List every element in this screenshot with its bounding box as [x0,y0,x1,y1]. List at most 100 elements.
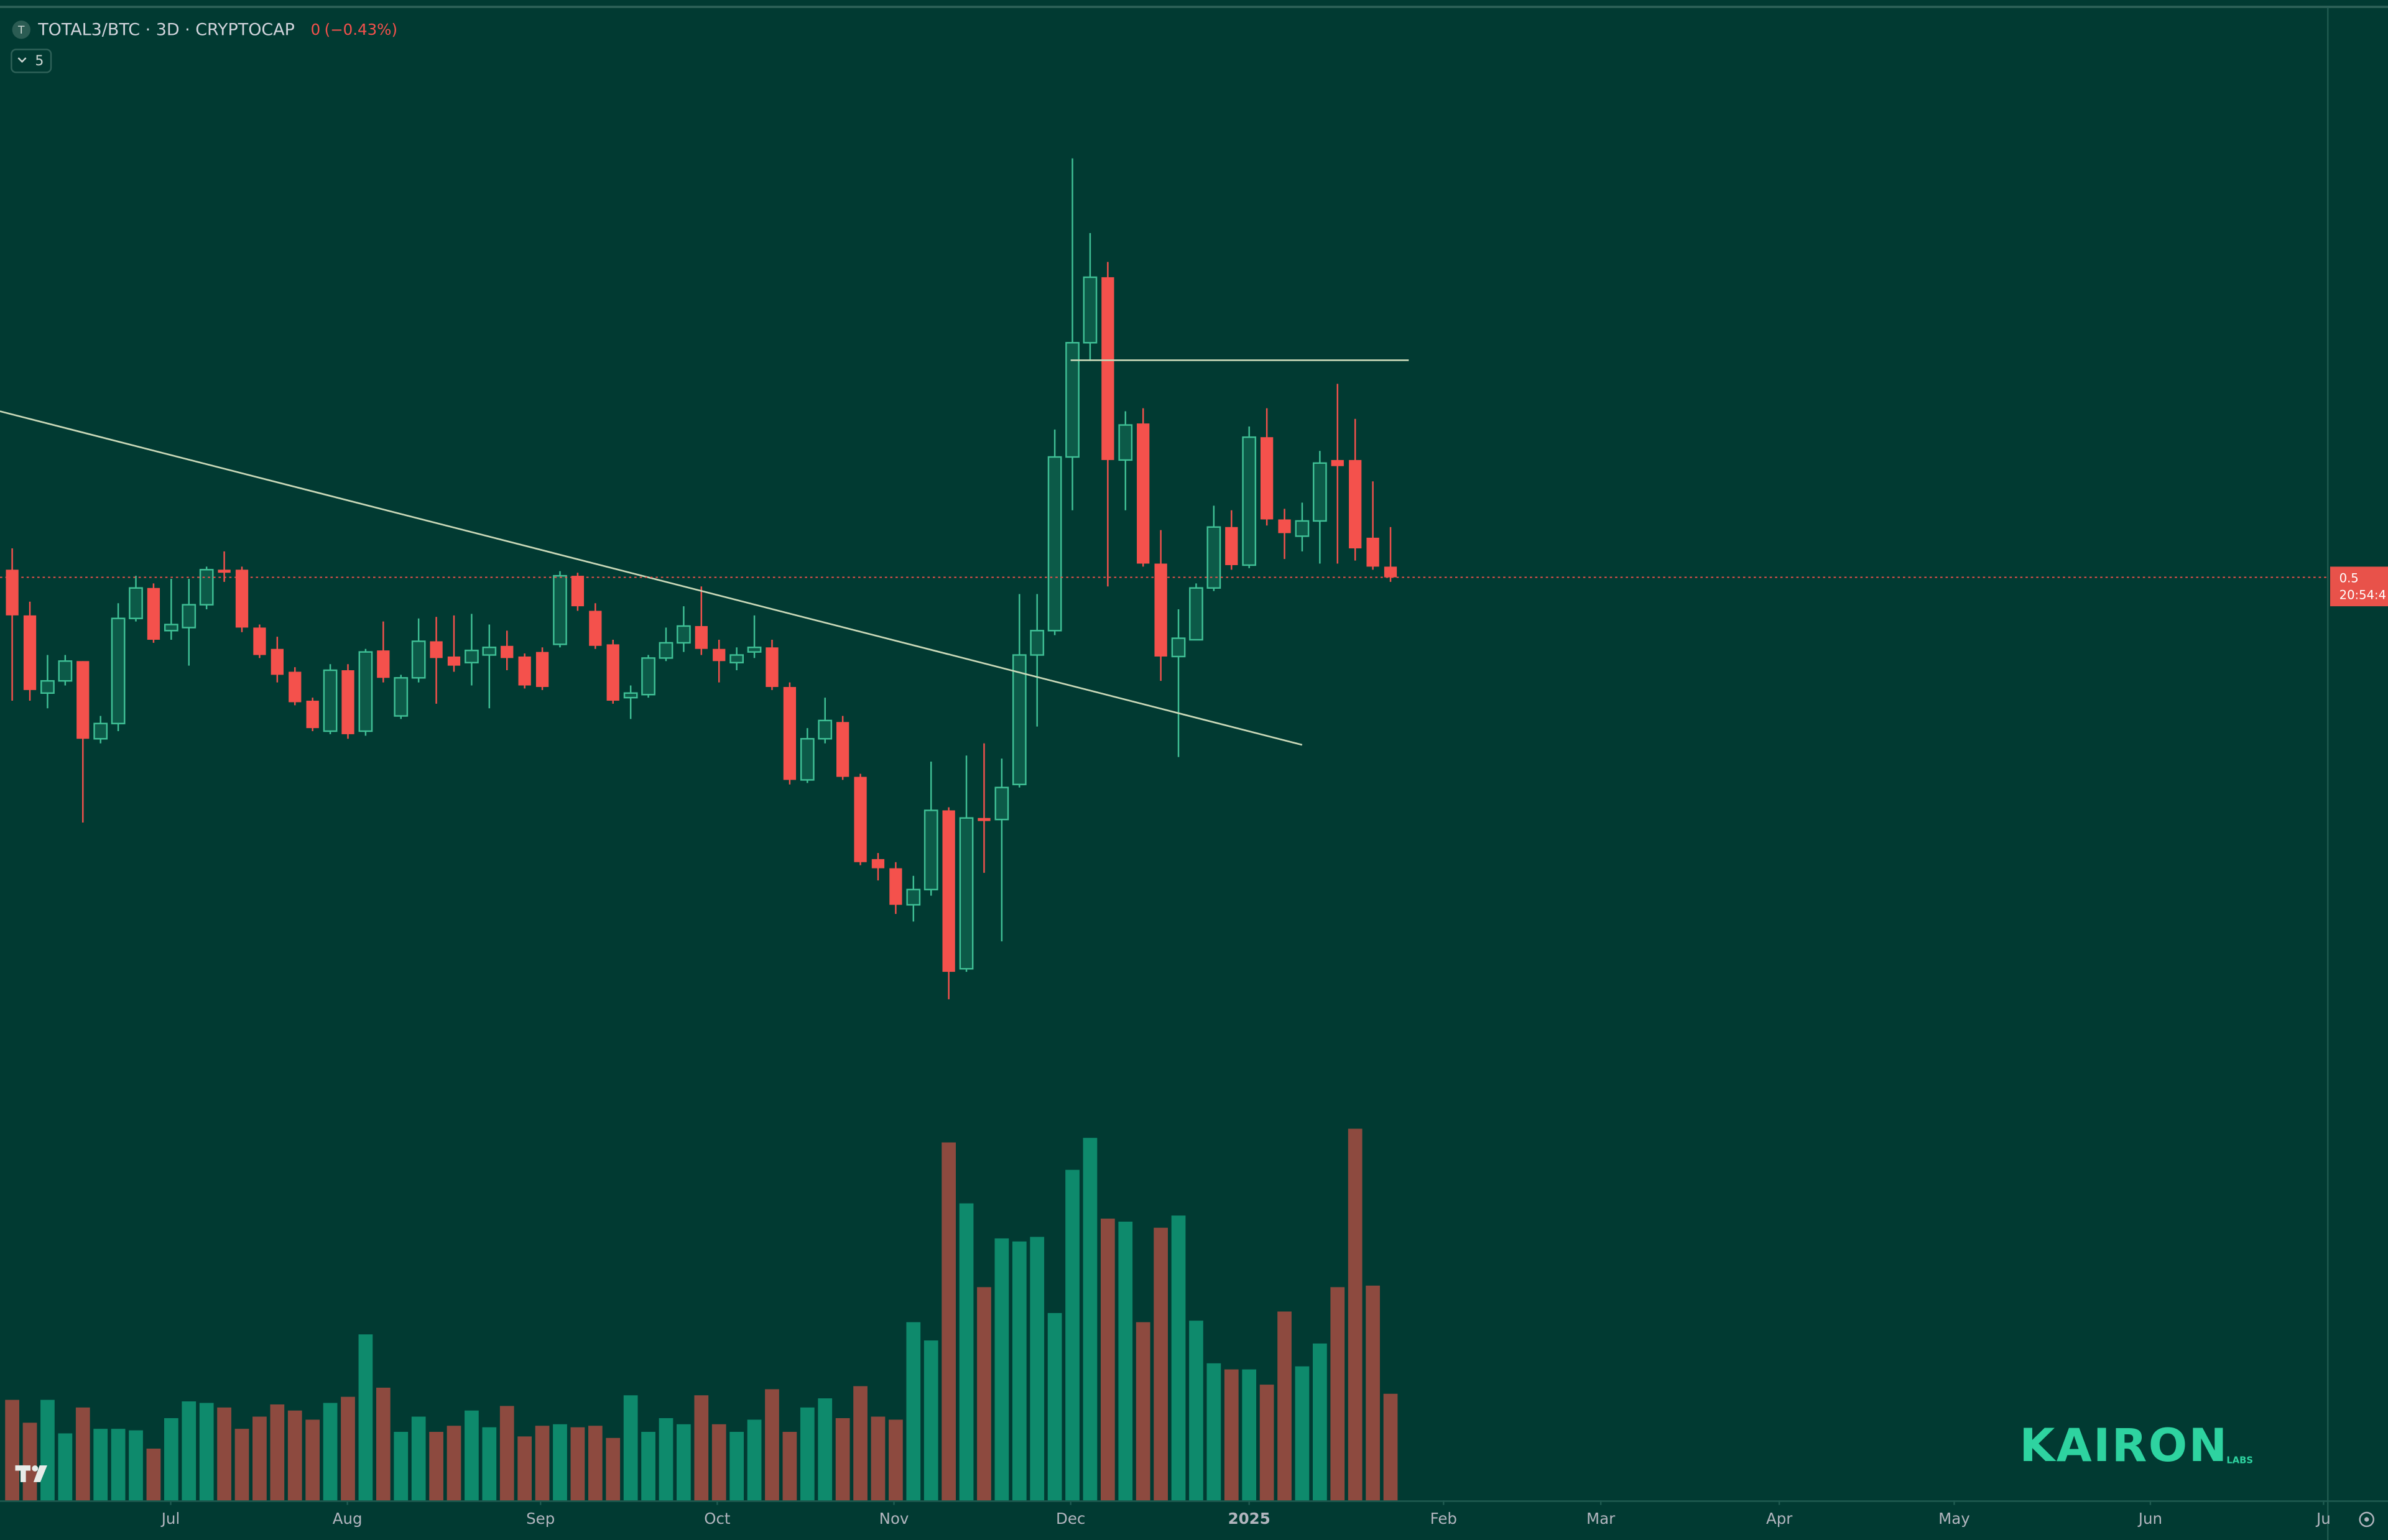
candle-body [23,615,37,690]
candle-body [253,627,266,655]
candle-body [1331,459,1344,466]
volume-bar [482,1427,497,1501]
candle-body [76,661,90,739]
candle-body [818,719,833,740]
volume-bar [553,1424,567,1501]
candle-body [766,647,779,687]
symbol-icon[interactable] [12,21,30,39]
volume-bar [376,1387,391,1501]
x-tick-label: Sep [526,1510,555,1528]
volume-bar [1030,1237,1045,1501]
volume-bar [677,1424,691,1501]
candle-body [942,810,955,972]
volume-bar [818,1398,833,1501]
volume-bar [871,1416,886,1501]
volume-bar [959,1203,974,1501]
candle-body [677,625,691,644]
candle-body [58,660,73,682]
x-tick-label: May [1938,1510,1970,1528]
volume-bar [323,1403,338,1501]
volume-bar [199,1403,214,1501]
volume-pane [5,1128,1398,1501]
candle-body [358,651,373,732]
volume-bar [535,1426,550,1501]
volume-bar [889,1419,903,1501]
volume-bar [93,1429,108,1501]
candle-body [111,617,126,724]
candle-body [1118,424,1133,461]
volume-bar [411,1416,426,1501]
candle-body [589,611,602,646]
volume-bar [1206,1363,1221,1501]
candle-body [1047,456,1062,632]
volume-bar [129,1430,143,1501]
x-tick-label: Dec [1056,1510,1085,1528]
x-tick-label: 2025 [1228,1510,1270,1528]
candle-body [695,625,708,649]
candle-body [871,859,885,869]
volume-bar [22,1422,37,1501]
symbol-title[interactable]: TOTAL3/BTC · 3D · CRYPTOCAP [37,20,295,39]
volume-bar [146,1448,161,1501]
volume-bar [5,1399,19,1501]
candle-body [994,786,1009,821]
volume-bar [1065,1169,1080,1501]
tv-logo [15,1465,47,1482]
candle-body [199,569,214,606]
volume-bar [1047,1312,1062,1501]
volume-bar [977,1287,991,1501]
volume-bar [782,1432,797,1501]
volume-bar [252,1416,267,1501]
candle-body [606,644,619,701]
x-tick-label: Ju [2315,1510,2331,1528]
volume-bar [182,1401,197,1501]
volume-bar [111,1429,126,1501]
volume-bar [1366,1285,1380,1501]
indicator-toggle[interactable] [11,48,52,73]
candle-body [1295,520,1310,537]
volume-bar [1224,1369,1239,1501]
volume-bar [341,1396,355,1501]
x-tick-label: Nov [879,1510,909,1528]
candle-body [341,670,354,734]
candle-body [1083,276,1098,344]
candle-body [306,701,319,729]
volume-bar [1083,1138,1098,1501]
volume-bar [1136,1322,1150,1501]
volume-bar [358,1334,373,1501]
candle-body [93,722,108,740]
volume-bar [429,1432,443,1501]
settings-icon[interactable] [2359,1511,2374,1528]
candle-body [430,641,443,658]
volume-bar [1012,1241,1027,1501]
candle-body [1101,277,1114,460]
volume-bar [58,1433,73,1501]
candle-body [1312,462,1327,522]
candle-body [411,640,426,679]
candle-body [6,569,19,616]
x-tick-label: Jul [160,1510,180,1528]
volume-bar [234,1429,249,1501]
volume-bar [394,1432,409,1501]
candle-body [1206,526,1221,589]
price-pane [6,158,1397,1000]
volume-bar [659,1418,673,1501]
volume-bar [217,1407,231,1501]
volume-bar [75,1407,90,1501]
volume-bar [305,1419,320,1501]
volume-bar [465,1410,479,1501]
volume-bar [1171,1215,1186,1501]
indicator-count: 5 [35,53,44,69]
candle-body [713,648,726,662]
watermark-sub: LABS [2226,1455,2252,1466]
candle-body [1154,563,1167,657]
volume-bar [800,1407,815,1501]
candle-body [164,624,178,632]
candle-body [147,588,160,640]
volume-bar [287,1410,302,1501]
candle-body [1012,654,1027,786]
volume-bar [164,1418,178,1501]
volume-bar [588,1426,603,1501]
volume-bar [747,1419,762,1501]
candle-body [854,777,867,862]
